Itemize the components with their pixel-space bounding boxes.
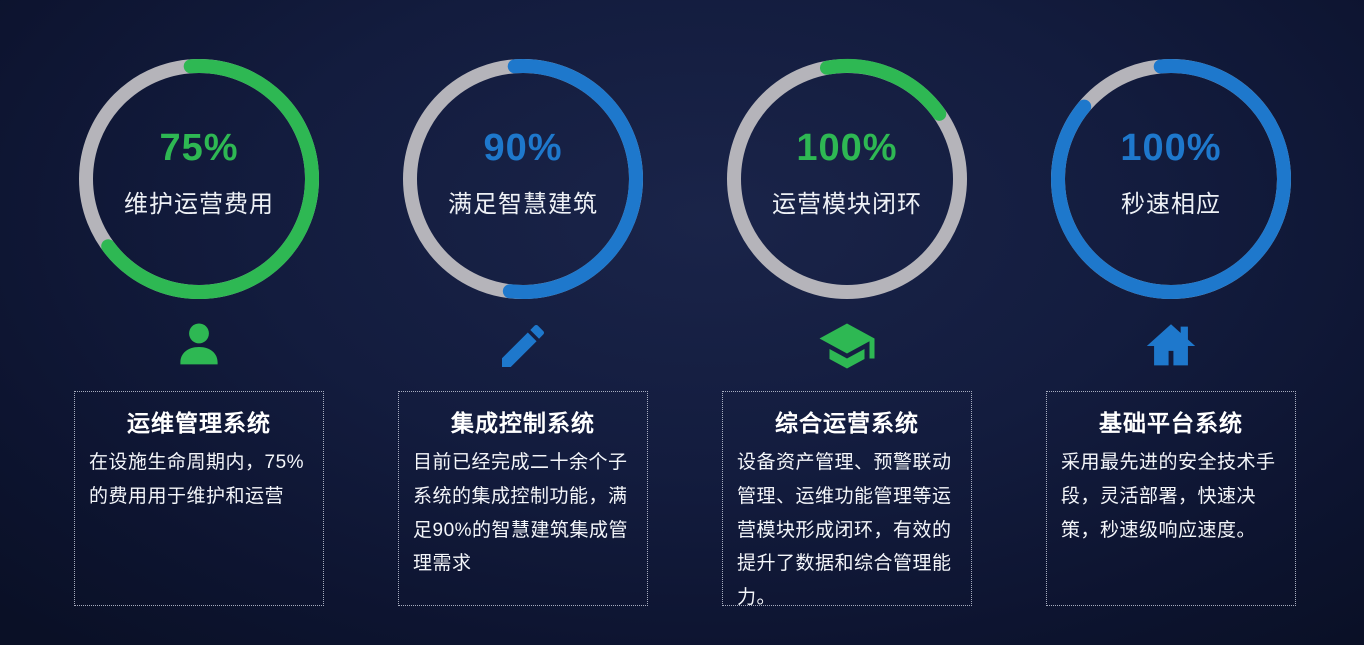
progress-ring: 75% 维护运营费用 (75, 55, 323, 303)
ring-center-text: 100% 运营模块闭环 (723, 49, 971, 297)
box-description: 设备资产管理、预警联动管理、运维功能管理等运营模块形成闭环，有效的提升了数据和综… (737, 452, 952, 606)
ring-center-text: 100% 秒速相应 (1047, 49, 1295, 297)
info-box: 综合运营系统 设备资产管理、预警联动管理、运维功能管理等运营模块形成闭环，有效的… (722, 391, 972, 606)
ring-label: 维护运营费用 (124, 191, 274, 218)
info-box: 基础平台系统 采用最先进的安全技术手段，灵活部署，快速决策，秒速级响应速度。 (1046, 391, 1296, 606)
ring-label: 满足智慧建筑 (448, 191, 598, 218)
percent-value: 100% (1120, 127, 1222, 169)
ring-arc (1051, 59, 1291, 299)
ring-chart (79, 58, 319, 299)
percent-value: 100% (796, 127, 898, 169)
progress-ring: 100% 运营模块闭环 (723, 55, 971, 303)
box-description: 采用最先进的安全技术手段，灵活部署，快速决策，秒速级响应速度。 (1061, 452, 1276, 541)
box-title: 运维管理系统 (127, 410, 271, 436)
box-description: 目前已经完成二十余个子系统的集成控制功能，满足90%的智慧建筑集成管理需求 (413, 452, 629, 575)
ring-chart (727, 58, 967, 299)
percent-value: 75% (159, 127, 239, 169)
graduation-cap-icon (817, 315, 877, 377)
person-icon (170, 315, 228, 377)
ring-arc (403, 58, 643, 299)
box-title: 综合运营系统 (775, 410, 919, 436)
ring-label: 秒速相应 (1121, 191, 1221, 218)
home-icon (1142, 315, 1200, 377)
info-box: 运维管理系统 在设施生命周期内，75%的费用用于维护和运营 (74, 391, 324, 606)
percent-value: 90% (483, 127, 563, 169)
card-comprehensive-operations: 100% 运营模块闭环 综合运营系统 设备资产管理、预警联动管理、运维功能管理等… (688, 55, 1006, 606)
ring-arc (79, 58, 319, 299)
ring-chart (1051, 59, 1291, 299)
ring-center-text: 75% 维护运营费用 (75, 49, 323, 297)
card-operations-maintenance: 75% 维护运营费用 运维管理系统 在设施生命周期内，75%的费用用于维护和运营 (40, 55, 358, 606)
ring-label: 运营模块闭环 (772, 191, 922, 218)
ring-arc (727, 58, 967, 299)
progress-ring: 100% 秒速相应 (1047, 55, 1295, 303)
ring-chart (403, 58, 643, 299)
progress-ring: 90% 满足智慧建筑 (399, 55, 647, 303)
box-description: 在设施生命周期内，75%的费用用于维护和运营 (89, 452, 305, 507)
pencil-icon (495, 315, 551, 377)
info-box: 集成控制系统 目前已经完成二十余个子系统的集成控制功能，满足90%的智慧建筑集成… (398, 391, 648, 606)
systems-overview: 75% 维护运营费用 运维管理系统 在设施生命周期内，75%的费用用于维护和运营 (40, 55, 1330, 606)
card-basic-platform: 100% 秒速相应 基础平台系统 采用最先进的安全技术手段，灵活部署，快速决策，… (1012, 55, 1330, 606)
ring-center-text: 90% 满足智慧建筑 (399, 49, 647, 297)
box-title: 基础平台系统 (1099, 410, 1243, 436)
card-integrated-control: 90% 满足智慧建筑 集成控制系统 目前已经完成二十余个子系统的集成控制功能，满… (364, 55, 682, 606)
box-title: 集成控制系统 (451, 410, 595, 436)
